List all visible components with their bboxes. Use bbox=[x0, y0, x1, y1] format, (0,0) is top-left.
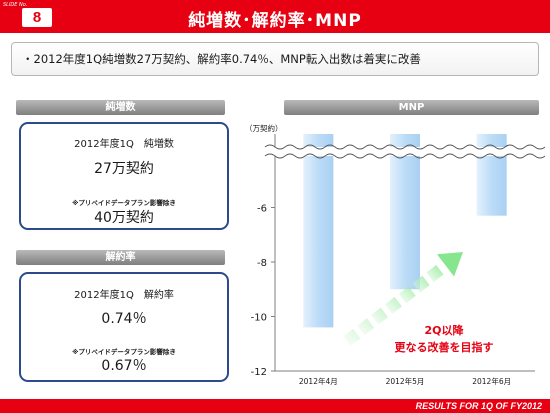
chart-unit-label: （万契約） bbox=[245, 123, 283, 133]
footer-text: RESULTS FOR 1Q OF FY2012 bbox=[415, 401, 542, 411]
arrow-dash bbox=[398, 286, 416, 304]
churn-header: 解約率 bbox=[16, 250, 225, 265]
y-tick-label: -10 bbox=[251, 313, 267, 324]
summary-text: 2012年度1Q純増数27万契約、解約率0.74％、MNP転入出数は着実に改善 bbox=[33, 52, 421, 66]
net-adds-period-label: 2012年度1Q 純増数 bbox=[74, 139, 174, 150]
axis-break-line bbox=[264, 153, 545, 159]
mnp-annotation-line2: 更なる改善を目指す bbox=[395, 340, 494, 354]
arrow-dash bbox=[426, 265, 444, 282]
bullet-mark: ・ bbox=[22, 52, 34, 66]
churn-box: 2012年度1Q 解約率 0.74％ ※プリペイドデータプラン影響除き 0.67… bbox=[19, 272, 229, 382]
arrow-dash bbox=[412, 275, 430, 293]
header-bar: SLIDE No. 8 純増数･解約率･MNP bbox=[0, 0, 550, 33]
arrow-dash bbox=[384, 296, 402, 314]
arrow-dash bbox=[371, 307, 389, 325]
y-tick-label: -8 bbox=[257, 258, 267, 269]
net-adds-value: 27万契約 bbox=[94, 161, 154, 177]
mnp-bar bbox=[476, 134, 507, 216]
net-adds-header: 純増数 bbox=[16, 100, 225, 115]
arrow-dash bbox=[343, 328, 361, 346]
churn-value: 0.74％ bbox=[101, 311, 147, 327]
mnp-bar bbox=[390, 134, 420, 290]
slide-number: 8 bbox=[22, 8, 52, 27]
mnp-bar bbox=[303, 134, 334, 328]
churn-note: ※プリペイドデータプラン影響除き bbox=[72, 348, 176, 356]
y-tick-label: -6 bbox=[257, 204, 267, 215]
summary-box: ・2012年度1Q純増数27万契約、解約率0.74％、MNP転入出数は着実に改善 bbox=[11, 42, 539, 76]
mnp-chart: （万契約） -6 -8 -10 -12 2012年4月 2012年5月 2012年6月 2… bbox=[245, 123, 545, 386]
footer-bar: RESULTS FOR 1Q OF FY2012 bbox=[0, 399, 550, 413]
churn-adjusted-value: 0.67％ bbox=[101, 358, 147, 374]
arrow-dash bbox=[357, 318, 375, 336]
page-title: 純増数･解約率･MNP bbox=[188, 11, 362, 31]
x-tick-label: 2012年6月 bbox=[472, 376, 511, 386]
axis-break-line bbox=[264, 144, 545, 150]
churn-period-label: 2012年度1Q 解約率 bbox=[74, 290, 174, 301]
mnp-header: MNP bbox=[284, 100, 539, 115]
improvement-arrow bbox=[343, 252, 463, 346]
mnp-annotation-line1: 2Q以降 bbox=[424, 323, 464, 337]
net-adds-box: 2012年度1Q 純増数 27万契約 ※プリペイドデータプラン影響除き 40万契… bbox=[19, 122, 229, 230]
arrow-head bbox=[437, 252, 463, 277]
slide-number-label: SLIDE No. bbox=[3, 2, 28, 8]
axis-break-band bbox=[265, 147, 540, 156]
net-adds-note: ※プリペイドデータプラン影響除き bbox=[72, 199, 176, 207]
x-tick-label: 2012年4月 bbox=[299, 376, 338, 386]
y-tick-label: -12 bbox=[251, 367, 267, 378]
axis-break-mark bbox=[264, 144, 545, 159]
net-adds-adjusted-value: 40万契約 bbox=[94, 210, 154, 226]
x-tick-label: 2012年5月 bbox=[386, 376, 425, 386]
